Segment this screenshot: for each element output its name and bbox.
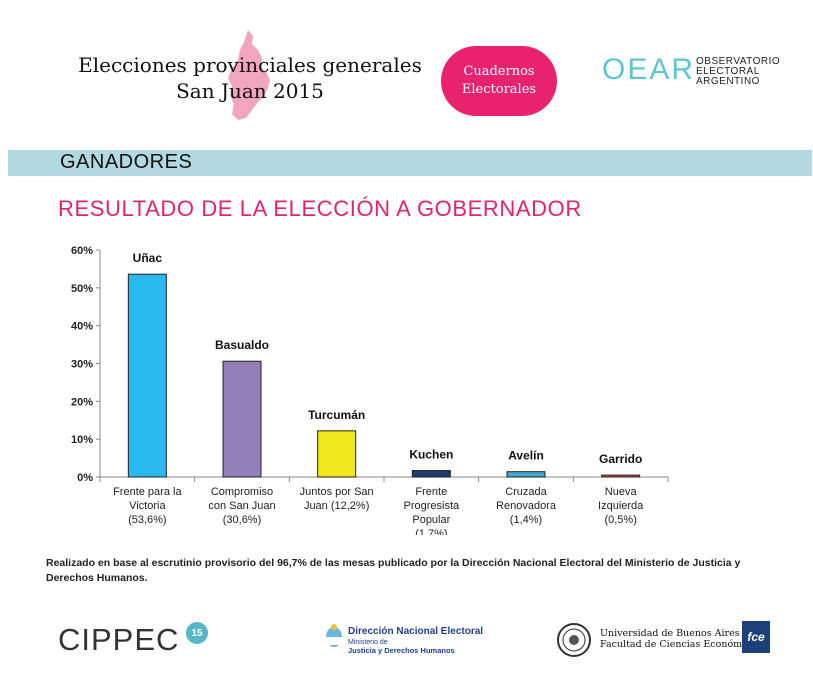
chart-title: RESULTADO DE LA ELECCIÓN A GOBERNADOR xyxy=(58,196,582,221)
candidate-label: Avelín xyxy=(508,449,544,463)
candidate-label: Kuchen xyxy=(409,448,453,462)
uba-line-1: Universidad de Buenos Aires xyxy=(600,628,740,639)
category-label: Compromiso xyxy=(211,486,273,498)
y-tick-label: 20% xyxy=(71,396,93,408)
dne-logo: Dirección Nacional Electoral Ministerio … xyxy=(348,626,483,655)
y-tick-label: 10% xyxy=(71,434,93,446)
dne-line-1: Dirección Nacional Electoral xyxy=(348,626,484,637)
category-label: Progresista xyxy=(404,500,461,512)
pill-line-2: Electorales xyxy=(461,82,537,97)
uba-line-2: Facultad de Ciencias Económicas xyxy=(600,639,762,650)
category-label: Cruzada xyxy=(505,486,547,498)
uba-seal-icon xyxy=(557,623,591,657)
category-label: Frente xyxy=(415,486,447,498)
cippec-15-badge: 15 xyxy=(186,622,208,644)
category-label: (53,6%) xyxy=(128,514,167,526)
page-title: Elecciones provinciales generales San Ju… xyxy=(60,52,440,104)
y-tick-label: 30% xyxy=(71,359,93,371)
argentina-shield-icon xyxy=(326,624,342,647)
bar xyxy=(222,360,262,478)
dne-line-2: Ministerio de xyxy=(348,639,388,646)
bar xyxy=(506,471,546,478)
candidate-label: Basualdo xyxy=(215,338,269,352)
bar xyxy=(317,430,357,478)
cuadernos-electorales-badge: Cuadernos Electorales xyxy=(441,46,557,116)
fce-logo: fce xyxy=(742,621,770,653)
section-band xyxy=(8,150,812,176)
y-tick-label: 50% xyxy=(71,283,93,295)
pill-line-1: Cuadernos xyxy=(463,64,535,79)
category-label: Renovadora xyxy=(496,500,557,512)
candidate-label: Garrido xyxy=(599,452,642,466)
category-label: (1,4%) xyxy=(510,514,542,526)
category-label: Juan (12,2%) xyxy=(304,500,369,512)
bar xyxy=(411,470,451,478)
dne-line-3: Justicia y Derechos Humanos xyxy=(348,646,455,655)
oear-sub-3: ARGENTINO xyxy=(696,76,760,87)
category-label: con San Juan xyxy=(208,500,275,512)
section-label: GANADORES xyxy=(60,151,193,173)
oear-sub-2: ELECTORAL xyxy=(696,66,760,77)
uba-logo-text: Universidad de Buenos Aires Facultad de … xyxy=(600,628,761,650)
san-juan-map-icon xyxy=(228,30,270,120)
cippec-logo: CIPPEC xyxy=(58,622,180,657)
y-tick-label: 60% xyxy=(71,245,93,257)
category-label: Juntos por San xyxy=(300,486,374,498)
category-label: Frente para la xyxy=(113,486,182,498)
category-label: Victoria xyxy=(129,500,166,512)
oear-sub-1: OBSERVATORIO xyxy=(696,56,781,67)
candidate-label: Uñac xyxy=(133,251,163,265)
category-label: (30,6%) xyxy=(223,514,262,526)
category-label: (1,7%) xyxy=(415,528,447,535)
category-label: Nueva xyxy=(605,486,638,498)
category-label: Izquierda xyxy=(598,500,644,512)
y-tick-label: 40% xyxy=(71,321,93,333)
bar xyxy=(127,273,167,478)
governor-results-bar-chart: 0% 10% 20% 30% 40% 50% 60% Uñac Frente para la Vi… xyxy=(71,245,669,535)
oear-logo: OEAR xyxy=(602,53,696,86)
bar xyxy=(601,474,641,478)
title-line-1: Elecciones provinciales generales xyxy=(78,53,422,77)
source-footnote: Realizado en base al escrutinio provisor… xyxy=(46,557,741,584)
y-tick-label: 0% xyxy=(77,472,93,484)
title-line-2: San Juan 2015 xyxy=(176,79,324,103)
category-label: (0,5%) xyxy=(604,514,636,526)
candidate-label: Turcumán xyxy=(308,408,365,422)
oear-logo-subtitle: OBSERVATORIO ELECTORAL ARGENTINO xyxy=(696,57,780,87)
category-label: Popular xyxy=(412,514,450,526)
